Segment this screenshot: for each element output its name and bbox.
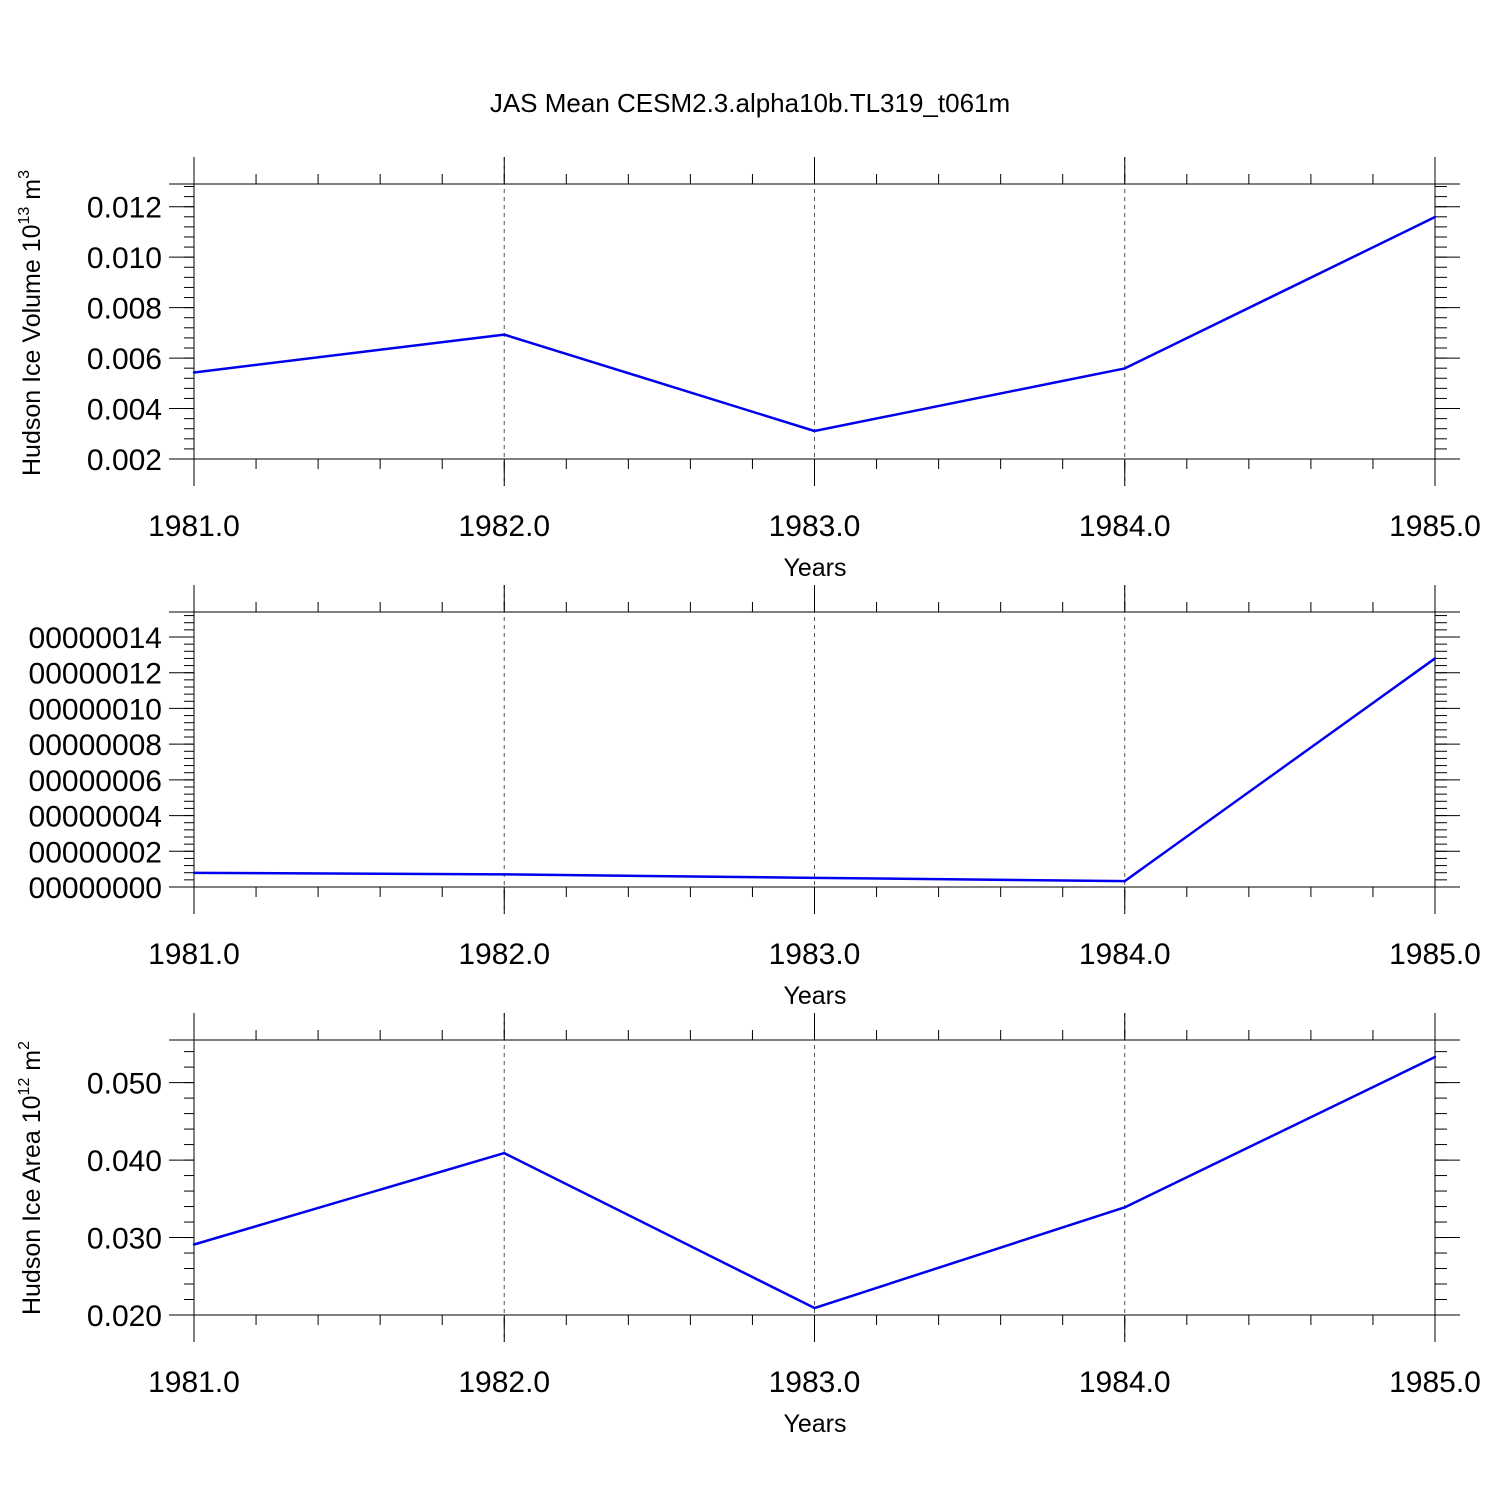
data-point	[1433, 1055, 1437, 1059]
data-point	[192, 871, 196, 875]
data-point	[813, 1306, 816, 1310]
y-tick-label: 00000008	[29, 729, 162, 762]
y-axis-title-exponent: 13	[16, 207, 33, 225]
data-point	[192, 1243, 196, 1246]
data-point	[813, 876, 816, 880]
y-axis-title-exponent: 12	[16, 1078, 33, 1096]
y-axis-title-text: Hudson Ice Volume 10	[18, 224, 46, 476]
chart-title: JAS Mean CESM2.3.alpha10b.TL319_t061m	[490, 88, 1010, 118]
y-tick-label: 00000002	[29, 836, 162, 869]
y-tick-label: 0.020	[87, 1300, 162, 1333]
data-point	[192, 371, 196, 374]
y-tick-label: 0.002	[87, 444, 162, 477]
y-tick-label: 0.006	[87, 343, 162, 376]
x-tick-label: 1985.0	[1389, 1366, 1481, 1399]
x-tick-label: 1983.0	[769, 938, 861, 971]
y-axis-title-unit: m	[18, 179, 46, 207]
x-axis-title: Years	[783, 554, 846, 582]
x-tick-label: 1985.0	[1389, 938, 1481, 971]
x-tick-label: 1984.0	[1079, 938, 1171, 971]
data-point	[1433, 215, 1437, 219]
y-axis-title: Hudson Ice Area 1012 m2	[16, 1041, 46, 1315]
x-tick-label: 1981.0	[148, 510, 240, 543]
y-tick-label: 0.004	[87, 394, 162, 427]
x-tick-label: 1983.0	[769, 510, 861, 543]
x-tick-label: 1984.0	[1079, 510, 1171, 543]
y-tick-label: 0.008	[87, 293, 162, 326]
x-tick-label: 1985.0	[1389, 510, 1481, 543]
data-point	[1123, 367, 1126, 370]
data-point	[813, 429, 816, 433]
data-point	[503, 1151, 506, 1155]
y-axis-title-unit-exponent: 3	[16, 170, 33, 179]
x-axis-title: Years	[783, 982, 846, 1010]
y-tick-label: 00000012	[29, 658, 162, 691]
data-point	[1123, 879, 1126, 883]
data-point	[503, 873, 506, 876]
x-tick-label: 1983.0	[769, 1366, 861, 1399]
y-tick-label: 0.030	[87, 1223, 162, 1256]
y-axis-title-unit: m	[18, 1050, 46, 1078]
x-tick-label: 1982.0	[458, 510, 550, 543]
x-tick-label: 1982.0	[458, 1366, 550, 1399]
y-tick-label: 00000010	[29, 693, 162, 726]
y-tick-label: 00000006	[29, 765, 162, 798]
y-axis-title-text: Hudson Ice Area 10	[18, 1095, 46, 1315]
y-axis-title: Hudson Ice Volume 1013 m3	[16, 170, 46, 476]
y-axis-title-unit-exponent: 2	[16, 1041, 33, 1050]
x-tick-label: 1981.0	[148, 1366, 240, 1399]
data-point	[503, 333, 506, 336]
data-point	[1123, 1206, 1126, 1209]
y-tick-label: 00000004	[29, 801, 162, 834]
y-tick-label: 0.050	[87, 1068, 162, 1101]
data-point	[1433, 657, 1437, 660]
y-tick-label: 00000014	[29, 622, 162, 655]
x-tick-label: 1984.0	[1079, 1366, 1171, 1399]
panels: 1981.0 1982.0 1983.0 1984.0 1985.0 Years 0.002…	[16, 157, 1481, 1438]
y-tick-label: 00000000	[29, 872, 162, 905]
x-axis-title: Years	[783, 1410, 846, 1438]
x-tick-label: 1981.0	[148, 938, 240, 971]
y-tick-label: 0.010	[87, 242, 162, 275]
panel-3: 1981.0 1982.0 1983.0 1984.0 1985.0 Years 0.020…	[16, 1013, 1481, 1438]
y-tick-label: 0.012	[87, 192, 162, 225]
y-tick-label: 0.040	[87, 1145, 162, 1178]
panel-2: 1981.0 1982.0 1983.0 1984.0 1985.0 Years 00000…	[29, 585, 1481, 1010]
x-tick-label: 1982.0	[458, 938, 550, 971]
panel-1: 1981.0 1982.0 1983.0 1984.0 1985.0 Years 0.002…	[16, 157, 1481, 582]
